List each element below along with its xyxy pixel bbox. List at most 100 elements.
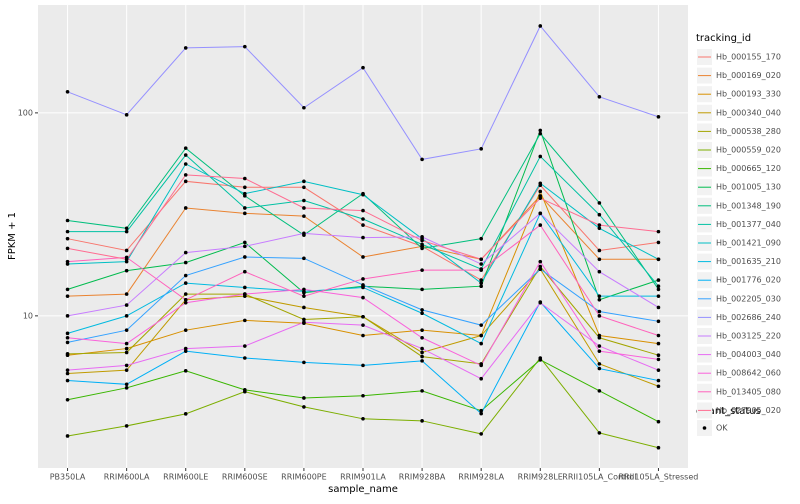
data-point bbox=[656, 284, 661, 288]
data-point bbox=[65, 218, 70, 223]
data-point bbox=[420, 346, 424, 351]
legend-title: quant_status bbox=[696, 406, 761, 417]
x-tick-label: RRIM901LA bbox=[340, 473, 386, 482]
data-point bbox=[361, 277, 365, 281]
data-point bbox=[656, 333, 661, 338]
data-point bbox=[656, 319, 661, 324]
data-point bbox=[124, 268, 129, 273]
data-point bbox=[479, 257, 483, 262]
legend-label: Hb_000665_120 bbox=[716, 164, 781, 173]
data-point bbox=[420, 235, 424, 239]
data-point bbox=[243, 191, 247, 196]
legend-label: Hb_008642_060 bbox=[716, 369, 781, 378]
data-point bbox=[479, 411, 483, 416]
data-point bbox=[124, 226, 129, 231]
data-point bbox=[243, 269, 247, 274]
data-point bbox=[420, 157, 424, 162]
data-point bbox=[538, 181, 543, 186]
data-point bbox=[124, 292, 129, 296]
data-point bbox=[361, 285, 365, 290]
legend-label: Hb_027905_020 bbox=[716, 406, 781, 415]
data-point bbox=[183, 412, 188, 416]
data-point bbox=[65, 294, 70, 298]
data-point bbox=[597, 362, 602, 366]
data-point bbox=[538, 189, 543, 194]
x-tick-label: RRII105LA_Control bbox=[562, 473, 636, 482]
x-tick-label: RRIM928BA bbox=[399, 473, 446, 482]
data-point bbox=[420, 308, 424, 312]
x-tick-label: RRII105LA_Stressed bbox=[619, 473, 699, 482]
legend-label: Hb_000169_020 bbox=[716, 71, 781, 80]
legend-label: Hb_000193_330 bbox=[716, 90, 781, 99]
data-point bbox=[597, 95, 602, 99]
data-point bbox=[656, 305, 661, 310]
data-point bbox=[243, 285, 247, 290]
data-point bbox=[65, 340, 70, 345]
data-point bbox=[243, 240, 247, 245]
data-point bbox=[656, 115, 661, 119]
data-point bbox=[361, 333, 365, 338]
data-point bbox=[361, 192, 365, 197]
data-point bbox=[656, 341, 661, 346]
legend-label: Hb_002686_240 bbox=[716, 313, 781, 322]
data-point bbox=[302, 305, 306, 310]
data-point bbox=[65, 368, 70, 372]
data-point bbox=[302, 405, 306, 409]
data-point bbox=[243, 292, 247, 296]
data-point bbox=[656, 445, 661, 450]
data-point bbox=[656, 257, 661, 262]
data-point bbox=[65, 287, 70, 292]
data-point bbox=[65, 397, 70, 402]
data-point bbox=[420, 389, 424, 393]
legend-label: Hb_001377_040 bbox=[716, 220, 781, 229]
data-point bbox=[243, 206, 247, 210]
data-point bbox=[479, 281, 483, 285]
data-point bbox=[656, 378, 661, 383]
data-point bbox=[538, 24, 543, 28]
x-tick-label: RRIM600PE bbox=[281, 473, 327, 482]
x-axis-title: sample_name bbox=[328, 484, 398, 495]
data-point bbox=[479, 284, 483, 288]
legend-label: Hb_000155_170 bbox=[716, 53, 781, 62]
data-point bbox=[538, 267, 543, 271]
data-point bbox=[420, 354, 424, 359]
y-tick-label: 100 bbox=[18, 108, 33, 117]
data-point bbox=[183, 346, 188, 351]
data-point bbox=[420, 328, 424, 332]
data-point bbox=[420, 268, 424, 272]
legend-key-point bbox=[702, 426, 707, 430]
data-point bbox=[243, 344, 247, 348]
data-point bbox=[243, 255, 247, 259]
data-point bbox=[538, 223, 543, 227]
data-point bbox=[479, 147, 483, 151]
data-point bbox=[124, 368, 129, 372]
data-point bbox=[656, 357, 661, 362]
data-point bbox=[124, 346, 129, 351]
data-point bbox=[183, 292, 188, 296]
y-tick-label: 10 bbox=[23, 311, 33, 320]
legend-title: tracking_id bbox=[696, 33, 751, 44]
data-point bbox=[420, 335, 424, 340]
data-point bbox=[302, 214, 306, 218]
data-point bbox=[597, 349, 602, 353]
data-point bbox=[538, 211, 543, 216]
data-point bbox=[420, 287, 424, 292]
data-point bbox=[597, 389, 602, 393]
data-point bbox=[183, 179, 188, 184]
data-point bbox=[597, 269, 602, 274]
data-point bbox=[361, 217, 365, 221]
data-point bbox=[243, 388, 247, 392]
data-point bbox=[538, 128, 543, 133]
data-point bbox=[65, 335, 70, 340]
data-point bbox=[361, 314, 365, 319]
data-point bbox=[597, 201, 602, 205]
data-point bbox=[479, 323, 483, 327]
data-point bbox=[302, 317, 306, 322]
data-point bbox=[302, 198, 306, 203]
data-point bbox=[656, 294, 661, 298]
data-point bbox=[243, 211, 247, 216]
data-point bbox=[361, 417, 365, 421]
data-point bbox=[124, 341, 129, 346]
data-point bbox=[65, 314, 70, 318]
